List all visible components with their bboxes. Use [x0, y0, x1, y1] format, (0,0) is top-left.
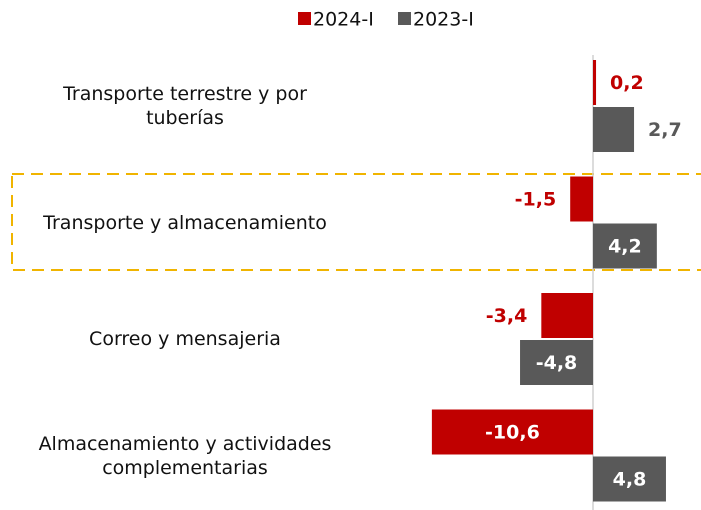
- bar: [593, 60, 597, 105]
- category-label: Almacenamiento y actividades complementa…: [38, 432, 332, 479]
- legend-swatch: [298, 12, 311, 25]
- bar: [593, 456, 666, 502]
- data-label: -1,5: [515, 189, 557, 211]
- data-label: -10,6: [485, 422, 540, 444]
- legend-label: 2023-I: [413, 9, 474, 31]
- category-label: Transporte y almacenamiento: [43, 211, 327, 234]
- category-label: Transporte terrestre y por tuberías: [63, 83, 307, 129]
- category-label: Correo y mensajeria: [89, 328, 281, 350]
- data-label: -3,4: [486, 305, 528, 327]
- data-label: -4,8: [536, 352, 578, 374]
- bar: [541, 293, 593, 338]
- bar: [520, 340, 593, 385]
- data-label: 4,8: [613, 469, 647, 491]
- highlight-box: [11, 173, 701, 271]
- data-label: 2,7: [648, 119, 682, 141]
- bar: [431, 409, 593, 455]
- legend-swatch: [398, 12, 411, 25]
- bar: [570, 176, 593, 222]
- data-label: 4,2: [608, 236, 642, 258]
- bar: [593, 107, 635, 152]
- bar: [593, 223, 657, 269]
- data-label: 0,2: [610, 72, 644, 94]
- legend-label: 2024-I: [313, 9, 374, 31]
